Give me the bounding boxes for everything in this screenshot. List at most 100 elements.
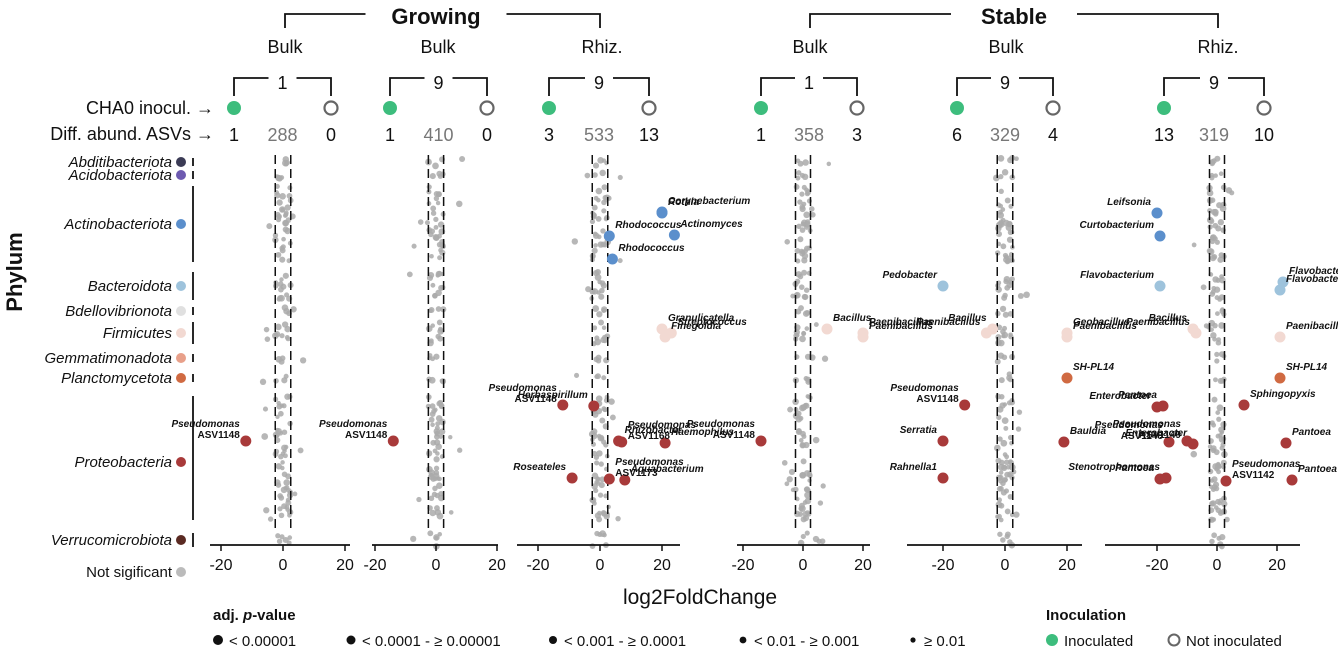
ns-asv-point	[1006, 220, 1013, 228]
ns-asv-point	[599, 436, 605, 441]
ns-asv-point	[996, 406, 1004, 413]
significant-asv-point	[1151, 207, 1163, 219]
ns-asv-point	[603, 493, 609, 499]
group-title: Stable	[981, 4, 1047, 29]
ns-asv-point	[279, 333, 285, 339]
significant-asv-point	[619, 474, 631, 486]
asv-annotation: Rhodococcus	[615, 220, 682, 231]
ns-asv-point	[1215, 461, 1221, 467]
panel	[1105, 155, 1300, 551]
ns-asv-point	[430, 282, 436, 288]
ns-asv-point	[1191, 242, 1197, 248]
phylum-color-dot	[176, 535, 186, 545]
x-tick-label: 20	[854, 557, 872, 574]
week-label: 9	[1000, 73, 1010, 93]
phylum-label: Abditibacteriota	[68, 154, 172, 171]
asv-count-ns: 329	[990, 125, 1020, 145]
ns-asv-point	[799, 335, 806, 343]
ns-asv-point	[800, 533, 806, 540]
significant-asv-point	[656, 323, 668, 335]
inoculated-marker	[227, 101, 241, 115]
ns-asv-point	[790, 293, 796, 299]
phylum-color-dot	[176, 306, 186, 316]
ns-asv-point	[1209, 538, 1215, 545]
x-tick-label: 0	[1213, 557, 1222, 574]
ns-asv-point	[584, 172, 591, 179]
significant-asv-point	[1154, 230, 1166, 242]
ns-asv-point	[1015, 426, 1022, 432]
ns-asv-point	[794, 247, 801, 254]
ns-asv-point	[594, 460, 600, 466]
asv-annotation: Granulicatella	[668, 313, 735, 324]
ns-asv-point	[1218, 509, 1224, 515]
ns-asv-point	[286, 193, 293, 199]
group-bracket-right	[506, 13, 601, 28]
ns-asv-point	[998, 470, 1004, 475]
ns-asv-point	[283, 210, 289, 216]
asv-annotation: Aquabacterium	[630, 464, 704, 475]
week-bracket-right	[452, 77, 488, 96]
ns-asv-point	[275, 482, 282, 488]
ns-asv-point	[1211, 517, 1217, 522]
ns-asv-point	[597, 157, 604, 164]
ns-asv-point	[275, 463, 282, 470]
ns-asv-point	[997, 352, 1005, 359]
ns-asv-point	[591, 204, 598, 211]
asv-annotation: Pseudomonas	[1232, 459, 1301, 470]
ns-asv-point	[292, 491, 298, 497]
pvalue-legend-label: < 0.00001	[229, 633, 296, 650]
asv-annotation: ASV1168	[628, 431, 671, 442]
week-bracket-right	[1228, 77, 1265, 96]
ns-asv-point	[1207, 248, 1215, 256]
pvalue-legend-dot	[213, 635, 223, 645]
week-bracket-left	[956, 77, 991, 96]
significant-asv-point	[240, 435, 252, 447]
ns-asv-point	[262, 406, 269, 412]
ns-asv-point	[998, 339, 1005, 347]
ns-asv-point	[280, 460, 285, 465]
x-axis-label: log2FoldChange	[623, 586, 777, 609]
ns-asv-point	[805, 189, 812, 196]
significant-asv-point	[987, 323, 999, 335]
ns-asv-point	[1225, 187, 1233, 194]
significant-asv-point	[821, 323, 833, 335]
ns-asv-point	[1218, 322, 1225, 329]
ns-asv-point	[272, 232, 279, 238]
ns-asv-point	[574, 372, 580, 378]
significant-asv-point	[1058, 436, 1070, 448]
ns-asv-point	[1209, 478, 1215, 483]
asv-count-up: 4	[1048, 125, 1058, 145]
significant-asv-point	[755, 435, 767, 447]
ns-asv-point	[1000, 489, 1007, 496]
ns-asv-point	[1209, 172, 1215, 178]
significant-asv-point	[1187, 323, 1199, 335]
panel	[737, 155, 870, 551]
pvalue-legend-label: ≥ 0.01	[924, 633, 966, 650]
ns-asv-point	[804, 497, 812, 505]
ns-asv-point	[280, 244, 286, 250]
ns-asv-point	[1219, 205, 1227, 212]
pvalue-legend-label: < 0.01 - ≥ 0.001	[754, 633, 859, 650]
ns-asv-point	[428, 307, 435, 314]
ns-asv-point	[1016, 409, 1023, 415]
asv-annotation: Bauldia	[1070, 426, 1107, 437]
phylum-label: Firmicutes	[103, 325, 173, 342]
ns-asv-point	[1023, 291, 1030, 299]
phylum-color-dot	[176, 567, 186, 577]
phylum-color-dot	[176, 219, 186, 229]
ns-asv-point	[592, 172, 598, 178]
ns-asv-point	[1007, 156, 1014, 164]
ns-asv-point	[799, 191, 805, 197]
phylum-label: Gemmatimonadota	[44, 350, 172, 367]
ns-asv-point	[435, 415, 443, 422]
ns-asv-point	[817, 500, 824, 506]
x-tick-label: 20	[1058, 557, 1076, 574]
ns-asv-point	[1209, 239, 1216, 245]
x-tick-label: 20	[1268, 557, 1286, 574]
ns-asv-point	[417, 219, 424, 225]
asv-annotation: Geobacillus	[1073, 317, 1130, 328]
ns-asv-point	[1209, 254, 1217, 262]
ns-asv-point	[277, 506, 283, 512]
inoculated-marker	[1157, 101, 1171, 115]
asv-annotation: Rhizobacter	[625, 425, 683, 436]
